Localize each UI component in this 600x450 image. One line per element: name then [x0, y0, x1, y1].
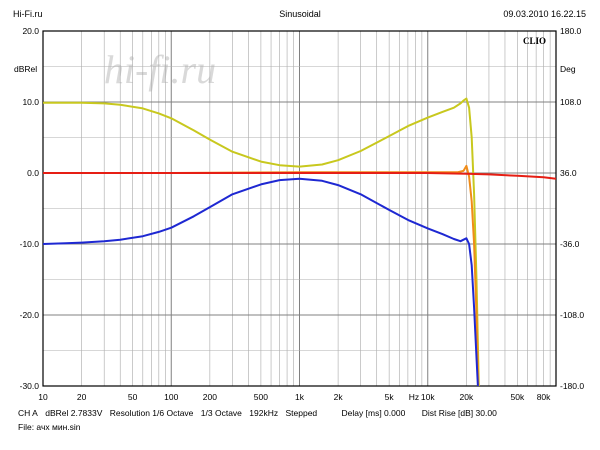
x-tick-label: 2k	[334, 392, 344, 402]
x-tick-label: 100	[164, 392, 178, 402]
status-delay: Delay [ms] 0.000	[341, 408, 406, 418]
y-tick-label: 0.0	[27, 168, 39, 178]
frequency-response-chart: hi-fi.ru CLIO 20.0 10.0 0.0 -10.0 -20.0 -30.0 18…	[14, 26, 584, 402]
series-line-3	[43, 172, 556, 180]
plot-frame	[42, 30, 557, 387]
y2-tick-label: 180.0	[560, 26, 582, 36]
y-tick-label: -10.0	[20, 239, 40, 249]
x-tick-label: 50k	[511, 392, 525, 402]
x-tick-label: 50	[128, 392, 138, 402]
x-axis-label: Hz	[409, 392, 419, 402]
x-tick-label: 10k	[421, 392, 435, 402]
clio-logo: CLIO	[523, 36, 546, 46]
series-line-1	[43, 97, 480, 386]
status-level: dBRel 2.7833V	[45, 408, 103, 418]
y2-tick-label: -108.0	[560, 310, 584, 320]
x-tick-label: 20k	[459, 392, 473, 402]
x-tick-label: 200	[203, 392, 217, 402]
status-file: File: ачх мин.sin	[18, 422, 81, 432]
header-title: Sinusoidal	[279, 9, 321, 19]
y-tick-label: 20.0	[22, 26, 39, 36]
y2-tick-label: -36.0	[560, 239, 580, 249]
y2-tick-label: 36.0	[560, 168, 577, 178]
x-tick-label: 500	[254, 392, 268, 402]
header-timestamp: 09.03.2010 16.22.15	[503, 9, 586, 19]
status-mode: Stepped	[285, 408, 318, 418]
status-dist-rise: Dist Rise [dB] 30.00	[421, 408, 497, 418]
x-tick-label: 10	[38, 392, 48, 402]
x-tick-label: 80k	[537, 392, 551, 402]
y-tick-label: -30.0	[20, 381, 40, 391]
header-left: Hi-Fi.ru	[13, 9, 43, 19]
status-octave: 1/3 Octave	[200, 408, 242, 418]
y-axis-label: dBRel	[14, 64, 37, 74]
status-resolution: Resolution 1/6 Octave	[109, 408, 194, 418]
y2-tick-label: 108.0	[560, 97, 582, 107]
y2-axis-label: Deg	[560, 64, 576, 74]
y-tick-label: 10.0	[22, 97, 39, 107]
series-line-4	[43, 177, 479, 386]
x-tick-label: 20	[77, 392, 87, 402]
status-rate: 192kHz	[249, 408, 279, 418]
x-tick-label: 5k	[385, 392, 395, 402]
y-tick-label: -20.0	[20, 310, 40, 320]
status-bar: CH A dBRel 2.7833V Resolution 1/6 Octave…	[18, 408, 497, 418]
watermark-text: hi-fi.ru	[104, 47, 216, 92]
status-channel: CH A	[18, 408, 38, 418]
y2-tick-label: -180.0	[560, 381, 584, 391]
x-tick-label: 1k	[295, 392, 305, 402]
